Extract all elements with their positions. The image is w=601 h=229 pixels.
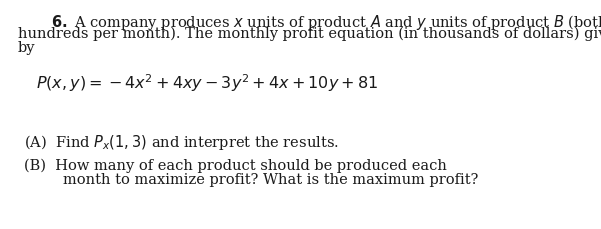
Text: (A)  Find $P_x(1, 3)$ and interpret the results.: (A) Find $P_x(1, 3)$ and interpret the r… (24, 132, 339, 151)
Text: by: by (18, 41, 35, 55)
Text: (B)  How many of each product should be produced each: (B) How many of each product should be p… (24, 158, 447, 173)
Text: hundreds per month). The monthly profit equation (in thousands of dollars) given: hundreds per month). The monthly profit … (18, 27, 601, 41)
Text: month to maximize profit? What is the maximum profit?: month to maximize profit? What is the ma… (63, 172, 478, 186)
Text: $P(x, y) = -4x^2 + 4xy - 3y^2 + 4x + 10y + 81$: $P(x, y) = -4x^2 + 4xy - 3y^2 + 4x + 10y… (36, 72, 378, 93)
Text: $\mathbf{6.}$ A company produces $x$ units of product $A$ and $y$ units of produ: $\mathbf{6.}$ A company produces $x$ uni… (51, 13, 601, 32)
